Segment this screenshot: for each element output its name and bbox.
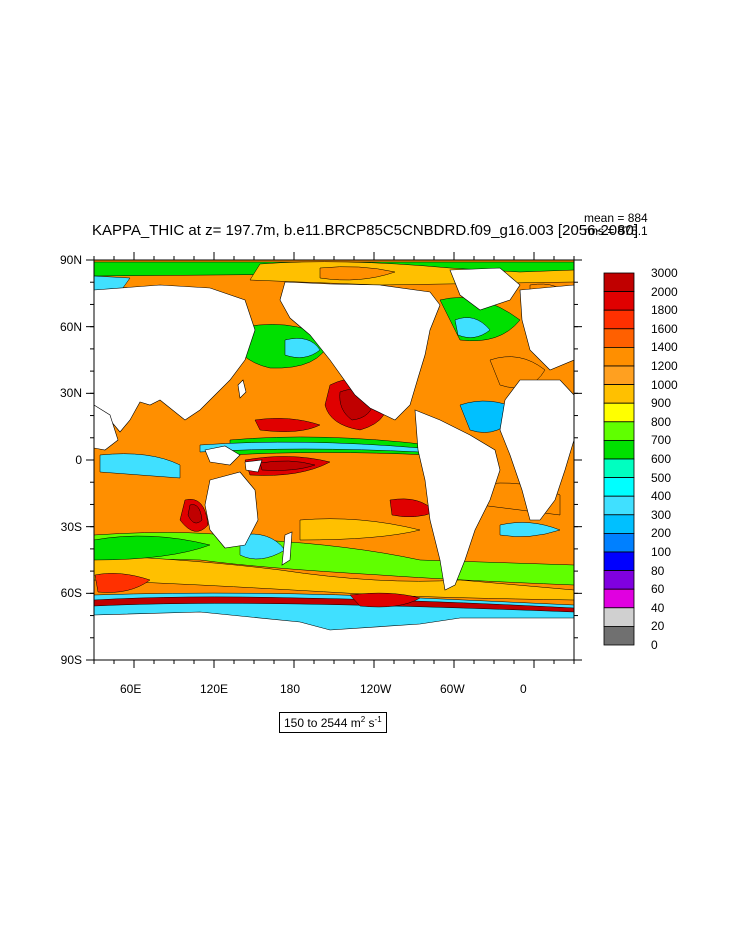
land-arabia — [94, 404, 119, 451]
range-sup-2: -1 — [374, 715, 382, 724]
field-region-32 — [284, 338, 321, 358]
colorbar-box-0 — [603, 272, 635, 293]
colorbar-box-10 — [603, 458, 635, 479]
colorbar-label: 1600 — [651, 321, 678, 336]
field-region-19 — [99, 453, 181, 479]
colorbar-label: 900 — [651, 396, 672, 411]
field-region-20 — [94, 535, 211, 561]
range-text: 150 to 2544 m — [284, 716, 361, 730]
colorbar-label: 1200 — [651, 359, 678, 373]
land-mask — [94, 267, 574, 660]
colorbar-box-18 — [603, 607, 635, 627]
field-region-22 — [299, 518, 421, 541]
land-antarctica — [94, 611, 574, 660]
mean-value: mean = 884 — [584, 211, 648, 225]
land-south-america — [414, 409, 501, 591]
field-region-18 — [187, 504, 203, 524]
land-europe — [519, 284, 574, 371]
land-borneo — [204, 445, 241, 466]
colorbar-label: 1400 — [651, 340, 678, 355]
land-greenland — [449, 267, 521, 311]
rms-value: rms = 975.1 — [584, 224, 648, 238]
land-north-america — [279, 281, 441, 421]
x-tick-label: 120W — [360, 682, 392, 696]
colorbar-label: 400 — [651, 489, 672, 504]
colorbar-label: 800 — [651, 414, 672, 429]
colorbar-box-5 — [603, 365, 635, 386]
range-label: 150 to 2544 m2 s-1 — [279, 712, 387, 733]
field-region-14 — [259, 460, 316, 471]
land-japan — [237, 379, 247, 399]
colorbar-box-19 — [603, 626, 635, 646]
colorbar-box-8 — [603, 421, 635, 441]
colorbar-label: 2000 — [651, 284, 678, 299]
colorbar-box-12 — [603, 495, 635, 516]
y-tick-label: 30S — [60, 519, 82, 534]
x-tick-label: 60E — [120, 682, 142, 696]
colorbar-box-6 — [603, 384, 635, 404]
colorbar-label: 0 — [651, 638, 658, 652]
colorbar-box-15 — [603, 551, 635, 572]
field-region-30 — [499, 522, 561, 537]
field-region-26 — [454, 317, 491, 338]
colorbar-label: 100 — [651, 545, 672, 559]
x-tick-label: 0 — [520, 682, 527, 696]
range-sup-1: 2 — [360, 715, 366, 724]
x-tick-label: 180 — [280, 682, 301, 696]
x-tick-label: 120E — [200, 682, 229, 696]
colorbar-box-14 — [603, 533, 635, 553]
colorbar-box-13 — [603, 514, 635, 534]
colorbar-label: 500 — [651, 470, 672, 485]
colorbar-label: 40 — [651, 600, 665, 615]
land-africa — [499, 379, 574, 521]
axes — [86, 252, 582, 668]
y-tick-label: 60N — [59, 319, 82, 334]
colorbar-label: 3000 — [651, 266, 678, 280]
colorbar-label: 20 — [651, 619, 665, 634]
colorbar-box-17 — [603, 588, 635, 609]
colorbar-box-2 — [603, 309, 635, 330]
y-tick-label: 90N — [59, 253, 82, 267]
colorbar-label: 600 — [651, 452, 672, 466]
y-tick-label: 30N — [59, 386, 82, 401]
field-region-12 — [254, 418, 321, 432]
field-region-9 — [94, 573, 151, 593]
y-tick-label: 90S — [60, 653, 82, 667]
field-region-7 — [94, 596, 574, 613]
stats-readout: mean = 884 rms = 975.1 — [584, 212, 648, 238]
y-tick-label: 0 — [75, 453, 82, 467]
colorbar-box-9 — [603, 439, 635, 460]
colorbar-box-16 — [603, 570, 635, 590]
field-region-8 — [349, 592, 421, 608]
colorbar-label: 1000 — [651, 377, 678, 392]
colorbar-box-1 — [603, 291, 635, 311]
colorbar — [603, 272, 635, 646]
colorbar-label: 700 — [651, 433, 672, 448]
chart-title: KAPPA_THIC at z= 197.7m, b.e11.BRCP85C5C… — [92, 222, 638, 239]
range-mid: s — [365, 716, 375, 730]
colorbar-label: 300 — [651, 507, 672, 522]
colorbar-label: 200 — [651, 526, 672, 541]
land-new-zealand — [281, 531, 293, 566]
colorbar-label: 80 — [651, 563, 665, 578]
x-tick-label: 60W — [440, 682, 465, 696]
land-australia — [204, 471, 259, 549]
colorbar-box-7 — [603, 402, 635, 423]
colorbar-label: 1800 — [651, 303, 678, 318]
colorbar-box-3 — [603, 328, 635, 348]
land-new-guinea — [244, 459, 263, 473]
y-tick-label: 60S — [60, 586, 82, 601]
colorbar-box-11 — [603, 477, 635, 497]
colorbar-box-4 — [603, 346, 635, 367]
field-region-5 — [94, 554, 574, 601]
field-region-2 — [319, 266, 396, 281]
colorbar-label: 60 — [651, 582, 665, 597]
